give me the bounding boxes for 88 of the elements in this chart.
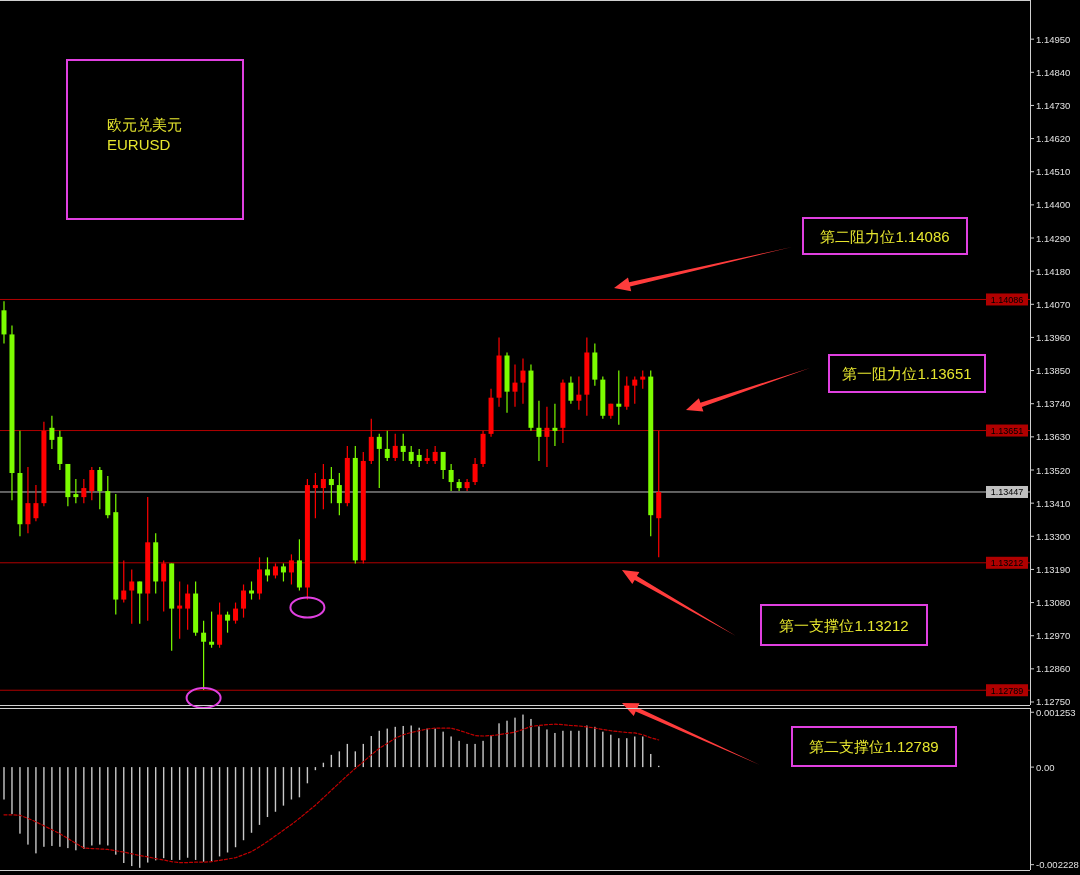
candlestick [25,466,31,534]
y-tick-label: 1.14620 [1036,133,1071,145]
candlestick [241,583,247,619]
candlestick [233,601,239,625]
annotation: 第二阻力位1.14086 [820,227,950,245]
y-tick-label: 1.14840 [1036,66,1071,78]
y-tick-label: 1.13850 [1036,365,1071,377]
ref-line-label: 1.13212 [990,558,1024,569]
candlestick [129,568,135,625]
note: 第一支撑位1.13212 [622,570,928,646]
y-tick-label: 1.13410 [1036,497,1071,509]
annotation: 第一支撑位1.13212 [779,616,909,634]
ref-label: 1.12789 [986,684,1028,697]
y-tick-label: 1.14950 [1036,33,1071,45]
y-tick-label: 1.13300 [1036,530,1071,542]
y-tick-label: 1.14730 [1036,99,1071,111]
candlestick [632,376,638,405]
candlestick [512,363,518,408]
candlestick [225,611,231,634]
candlestick [520,357,526,405]
candlestick [97,466,103,510]
candlestick [576,376,582,411]
candlestick [320,463,326,510]
annotation: 第二支撑位1.12789 [809,738,939,755]
candlestick [137,580,143,625]
candlestick [400,433,406,462]
candlestick [177,580,183,640]
candlestick [568,376,574,405]
ref-line-label: 1.13651 [990,426,1024,437]
candlestick [73,478,79,504]
candlestick [552,403,558,447]
candlestick [288,553,294,586]
y-tick-label: 1.13520 [1036,464,1071,476]
y-tick-label: -0.002228 [1036,859,1079,871]
y-tick-label: 1.13080 [1036,597,1071,609]
candlestick [209,611,215,649]
note: 第二支撑位1.12789 [622,703,957,767]
y-tick-label: 1.13740 [1036,398,1071,410]
y-tick-label: 1.14290 [1036,232,1071,244]
candlestick [121,559,127,604]
candlestick [432,445,438,465]
candlestick [624,376,630,411]
y-tick-label: 0.001253 [1036,706,1076,718]
ref-line-label: 1.14086 [990,294,1024,305]
y-tick-label: 1.12750 [1036,696,1071,708]
y-tick-label: 1.12860 [1036,663,1071,675]
y-tick-label: 1.13960 [1036,331,1071,343]
candlestick [249,580,255,601]
candlestick [201,620,207,691]
candlestick [472,457,478,486]
candlestick [49,415,55,450]
ref-label: 1.14086 [986,293,1028,306]
note: 第二阻力位1.14086 [614,217,968,292]
candlestick [280,562,286,583]
y-tick-label: 1.13630 [1036,431,1071,443]
candlestick [376,433,382,489]
candlestick [640,369,646,390]
candlestick [33,484,39,522]
candlestick [264,556,270,583]
ref-line-label: 1.12789 [990,685,1024,696]
line-series [3,723,660,864]
candlestick [185,583,191,631]
candlestick [81,478,87,504]
candlestick [392,433,398,462]
candlestick [89,466,95,501]
candlestick [161,559,167,613]
y-tick-label: 0.00 [1036,761,1055,773]
candlestick [448,463,454,492]
y-tick-label: 1.14180 [1036,265,1071,277]
note: 第一阻力位1.13651 [686,354,986,412]
candlestick [328,466,334,504]
ref-line-label: 1.13447 [990,487,1024,498]
y-tick-label: 1.14070 [1036,298,1071,310]
candlestick [440,451,446,480]
candlestick [416,448,422,468]
annotation: 欧元兑美元 EURUSD [107,116,182,153]
candlestick [544,406,550,468]
candlestick [408,445,414,465]
y-tick-label: 1.14510 [1036,166,1071,178]
y-tick-label: 1.13190 [1036,563,1071,575]
y-tick-label: 1.12970 [1036,630,1071,642]
candlestick [536,400,542,462]
candlestick [616,369,622,426]
candlestick [384,430,390,462]
annotation: 第一阻力位1.13651 [842,365,972,382]
candlestick [312,472,318,519]
y-tick-label: 1.14400 [1036,199,1071,211]
candlestick [336,472,342,516]
